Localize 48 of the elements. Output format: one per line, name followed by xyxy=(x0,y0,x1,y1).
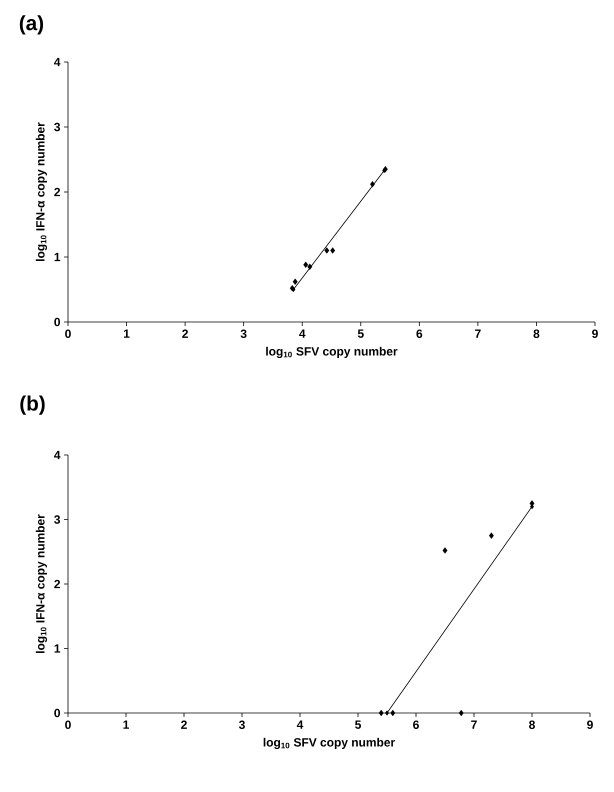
x-tick-label: 1 xyxy=(123,720,129,729)
x-tick-label: 4 xyxy=(296,720,304,729)
x-tick-label: 8 xyxy=(533,330,540,338)
y-tick-label: 2 xyxy=(54,580,60,588)
y-tick-label: 0 xyxy=(54,708,60,718)
x-tick-label: 8 xyxy=(529,720,535,729)
point xyxy=(390,710,396,716)
x-axis-title: log$_{10}$ SFV copy number xyxy=(264,738,395,750)
x-tick-label: 3 xyxy=(238,720,245,729)
x-tick-label: 0 xyxy=(65,720,71,729)
point xyxy=(330,247,336,254)
point xyxy=(385,710,389,716)
point xyxy=(378,710,384,716)
y-tick-label: 1 xyxy=(54,252,60,262)
y-tick-label: 3 xyxy=(54,515,60,524)
chart-title: (a) xyxy=(20,15,44,34)
x-tick-label: 4 xyxy=(299,330,306,338)
x-tick-label: 2 xyxy=(181,720,187,729)
x-tick-label: 5 xyxy=(355,720,361,729)
x-tick-label: 6 xyxy=(413,720,419,729)
y-tick-label: 3 xyxy=(54,122,60,132)
x-tick-label: 7 xyxy=(471,720,477,729)
chart-title: (b) xyxy=(20,396,45,415)
x-tick-label: 9 xyxy=(592,330,598,338)
x-tick-label: 7 xyxy=(475,330,481,338)
x-tick-label: 1 xyxy=(124,330,130,338)
y-tick-label: 4 xyxy=(54,58,60,66)
x-tick-label: 5 xyxy=(358,330,364,338)
y-axis-title: log$_{10}$ IFN-α copy number xyxy=(36,514,48,653)
y-tick-label: 1 xyxy=(54,644,60,653)
x-axis-title: log$_{10}$ SFV copy number xyxy=(266,346,398,358)
x-tick-label: 2 xyxy=(182,330,188,338)
point xyxy=(488,532,494,539)
y-tick-label: 2 xyxy=(54,188,60,196)
point xyxy=(458,710,464,716)
point xyxy=(303,262,308,268)
x-tick-label: 9 xyxy=(587,720,593,729)
point xyxy=(292,278,298,285)
point xyxy=(324,247,330,254)
point xyxy=(370,181,375,188)
y-axis-title: log$_{10}$ IFN-α copy number xyxy=(36,122,48,261)
x-tick-label: 3 xyxy=(240,330,247,338)
y-tick-label: 4 xyxy=(54,450,60,460)
x-tick-label: 0 xyxy=(65,330,71,338)
y-tick-label: 0 xyxy=(54,318,60,326)
x-tick-label: 6 xyxy=(416,330,422,338)
point xyxy=(307,264,312,270)
point xyxy=(442,547,448,554)
